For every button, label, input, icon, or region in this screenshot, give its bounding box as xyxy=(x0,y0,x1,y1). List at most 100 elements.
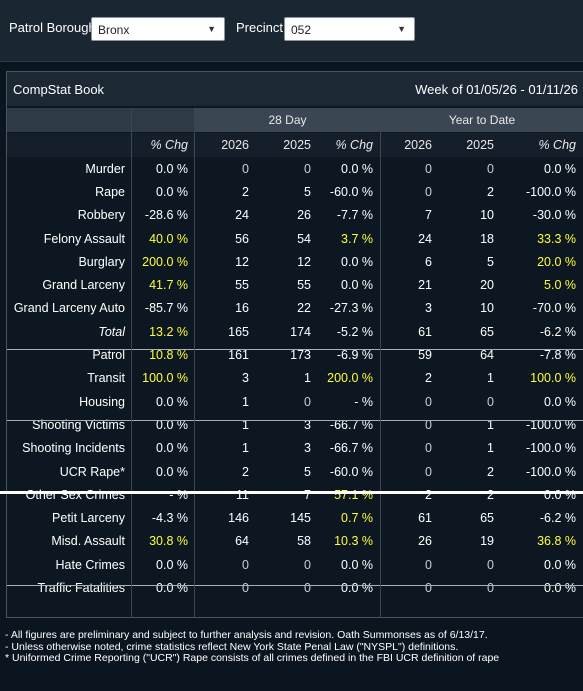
table-cell: 0 xyxy=(304,580,311,595)
table-cell: 0.0 % xyxy=(156,184,188,199)
table-row: Patrol 10.8 % 161 173 -6.9 % 59 64 -7.8 % xyxy=(7,343,583,366)
table-cell: 5 xyxy=(304,184,311,199)
column-divider xyxy=(194,108,195,618)
table-cell: -5.2 % xyxy=(336,324,373,339)
footnotes: - All figures are preliminary and subjec… xyxy=(5,629,499,665)
table-cell: 1 xyxy=(242,417,249,432)
precinct-select[interactable]: 052 ▼ xyxy=(284,17,415,41)
table-cell: 65 xyxy=(480,511,494,526)
highlight-divider xyxy=(0,491,583,494)
table-cell: 2 xyxy=(242,184,249,199)
column-header: 2025 xyxy=(283,138,311,152)
borough-select[interactable]: Bronx ▼ xyxy=(91,17,225,41)
table-cell: 0 xyxy=(425,580,432,595)
table-cell: 59 xyxy=(418,348,432,363)
filter-bar: Patrol Borough: Bronx ▼ Precinct: 052 ▼ xyxy=(0,0,583,62)
row-label: Petit Larceny xyxy=(52,511,125,526)
table-cell: 0.0 % xyxy=(156,557,188,572)
table-cell: -60.0 % xyxy=(329,464,373,479)
table-cell: 3 xyxy=(304,441,311,456)
table-cell: 10.3 % xyxy=(334,534,373,549)
table-row: Traffic Fatalities 0.0 % 0 0 0.0 % 0 0 0.0 % xyxy=(7,576,583,599)
table-cell: 0.0 % xyxy=(341,580,373,595)
table-row: Burglary 200.0 % 12 12 0.0 % 6 5 20.0 % xyxy=(7,250,583,273)
column-header-bg xyxy=(7,133,583,157)
table-cell: 26 xyxy=(297,208,311,223)
table-cell: 0 xyxy=(304,557,311,572)
table-cell: 2 xyxy=(487,487,494,502)
table-cell: 0.0 % xyxy=(341,161,373,176)
table-cell: 200.0 % xyxy=(327,371,373,386)
table-cell: 0 xyxy=(487,394,494,409)
table-cell: 65 xyxy=(480,324,494,339)
table-row: UCR Rape* 0.0 % 2 5 -60.0 % 0 2 -100.0 % xyxy=(7,460,583,483)
table-cell: 3.7 % xyxy=(341,231,373,246)
table-cell: 0.0 % xyxy=(341,278,373,293)
table-cell: 100.0 % xyxy=(142,371,188,386)
table-cell: 2 xyxy=(487,184,494,199)
row-label: Burglary xyxy=(78,254,125,269)
table-cell: 0.0 % xyxy=(156,417,188,432)
table-cell: 0.0 % xyxy=(544,487,576,502)
row-label: Transit xyxy=(87,371,125,386)
table-cell: 1 xyxy=(242,394,249,409)
row-label: Housing xyxy=(79,394,125,409)
table-cell: 2 xyxy=(425,487,432,502)
table-cell: 24 xyxy=(235,208,249,223)
chevron-down-icon: ▼ xyxy=(397,24,406,34)
table-cell: 64 xyxy=(480,348,494,363)
table-cell: 20.0 % xyxy=(537,254,576,269)
table-cell: -85.7 % xyxy=(144,301,188,316)
column-header: 2026 xyxy=(221,138,249,152)
table-row: Robbery -28.6 % 24 26 -7.7 % 7 10 -30.0 % xyxy=(7,204,583,227)
table-cell: 19 xyxy=(480,534,494,549)
table-row: Rape 0.0 % 2 5 -60.0 % 0 2 -100.0 % xyxy=(7,180,583,203)
table-cell: 57.1 % xyxy=(334,487,373,502)
table-cell: 40.0 % xyxy=(149,231,188,246)
table-cell: 0.0 % xyxy=(341,557,373,572)
compstat-panel: CompStat Book Week of 01/05/26 - 01/11/2… xyxy=(6,71,583,618)
table-row: Misd. Assault 30.8 % 64 58 10.3 % 26 19 36.8 % xyxy=(7,530,583,553)
footnote: - All figures are preliminary and subjec… xyxy=(5,629,488,641)
table-cell: -66.7 % xyxy=(329,441,373,456)
table-cell: -100.0 % xyxy=(525,464,576,479)
table-cell: 2 xyxy=(487,464,494,479)
column-divider xyxy=(131,108,132,618)
column-header-row: % Chg 2026 2025 % Chg 2026 2025 % Chg xyxy=(7,133,583,157)
table-row: Transit 100.0 % 3 1 200.0 % 2 1 100.0 % xyxy=(7,367,583,390)
borough-value: Bronx xyxy=(98,23,130,37)
table-cell: 55 xyxy=(297,278,311,293)
table-cell: 3 xyxy=(242,371,249,386)
table-cell: 0 xyxy=(242,557,249,572)
table-cell: 10 xyxy=(480,301,494,316)
table-cell: 7 xyxy=(304,487,311,502)
chevron-down-icon: ▼ xyxy=(207,24,216,34)
table-row: Grand Larceny Auto -85.7 % 16 22 -27.3 % 3 10 -… xyxy=(7,297,583,320)
table-cell: 21 xyxy=(418,278,432,293)
table-cell: 1 xyxy=(487,441,494,456)
row-label: Traffic Fatalities xyxy=(37,580,125,595)
table-cell: 13.2 % xyxy=(149,324,188,339)
table-cell: 61 xyxy=(418,324,432,339)
table-cell: 64 xyxy=(235,534,249,549)
table-cell: 161 xyxy=(228,348,249,363)
table-row: Hate Crimes 0.0 % 0 0 0.0 % 0 0 0.0 % xyxy=(7,553,583,576)
table-cell: 1 xyxy=(487,371,494,386)
table-cell: 0 xyxy=(425,417,432,432)
row-label: Shooting Incidents xyxy=(22,441,125,456)
table-cell: 174 xyxy=(290,324,311,339)
table-cell: - % xyxy=(169,487,188,502)
column-header: % Chg xyxy=(150,138,188,152)
section-divider xyxy=(7,420,583,421)
table-cell: 0.0 % xyxy=(156,580,188,595)
table-cell: -100.0 % xyxy=(525,417,576,432)
table-cell: 200.0 % xyxy=(142,254,188,269)
week-range: Week of 01/05/26 - 01/11/26 xyxy=(415,82,578,97)
table-cell: -7.8 % xyxy=(539,348,576,363)
group-blank xyxy=(7,108,131,132)
table-cell: 173 xyxy=(290,348,311,363)
row-label: Murder xyxy=(85,161,125,176)
table-cell: 24 xyxy=(418,231,432,246)
table-cell: 20 xyxy=(480,278,494,293)
table-cell: 3 xyxy=(304,417,311,432)
